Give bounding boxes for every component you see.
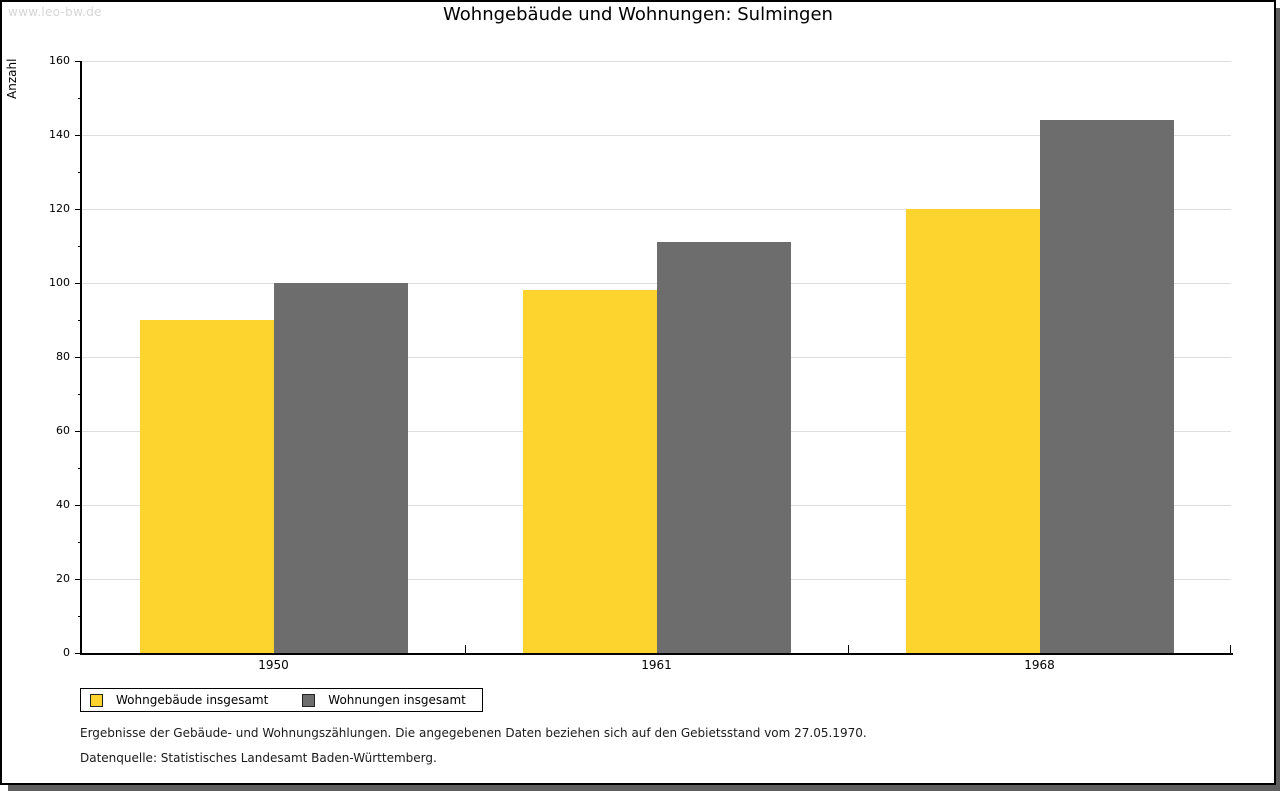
gridline bbox=[82, 283, 1231, 284]
y-tick-major bbox=[75, 431, 82, 432]
legend: Wohngebäude insgesamt Wohnungen insgesamt bbox=[80, 688, 483, 712]
y-tick-label: 160 bbox=[49, 54, 70, 67]
y-tick-minor bbox=[78, 468, 82, 469]
y-tick-minor bbox=[78, 394, 82, 395]
x-tick bbox=[848, 645, 849, 653]
x-tick-label: 1968 bbox=[1024, 658, 1055, 672]
watermark: www.leo-bw.de bbox=[8, 5, 102, 19]
bar-1950-wohngebaeude[interactable] bbox=[140, 320, 274, 653]
y-tick-label: 80 bbox=[56, 350, 70, 363]
x-axis-end-tick bbox=[1230, 645, 1231, 653]
legend-swatch bbox=[302, 693, 316, 707]
legend-item-wohngebaeude[interactable]: Wohngebäude insgesamt bbox=[90, 693, 268, 707]
bar-1968-wohnungen[interactable] bbox=[1040, 120, 1174, 653]
y-tick-label: 60 bbox=[56, 424, 70, 437]
footnote-datenquelle: Datenquelle: Statistisches Landesamt Bad… bbox=[80, 751, 437, 765]
y-tick-major bbox=[75, 209, 82, 210]
legend-label: Wohnungen insgesamt bbox=[328, 693, 466, 707]
legend-label: Wohngebäude insgesamt bbox=[116, 693, 269, 707]
y-tick-minor bbox=[78, 98, 82, 99]
y-tick-minor bbox=[78, 616, 82, 617]
y-tick-major bbox=[75, 61, 82, 62]
window-shadow-right bbox=[1276, 8, 1280, 791]
legend-item-wohnungen[interactable]: Wohnungen insgesamt bbox=[302, 693, 466, 707]
gridline bbox=[82, 209, 1231, 210]
gridline bbox=[82, 61, 1231, 62]
y-tick-label: 20 bbox=[56, 572, 70, 585]
y-axis-label: Anzahl bbox=[5, 58, 19, 99]
x-tick-label: 1961 bbox=[641, 658, 672, 672]
x-tick bbox=[465, 645, 466, 653]
y-tick-major bbox=[75, 135, 82, 136]
bar-1968-wohngebaeude[interactable] bbox=[906, 209, 1040, 653]
plot-area bbox=[82, 61, 1231, 653]
y-tick-label: 0 bbox=[63, 646, 70, 659]
y-axis-line bbox=[80, 61, 82, 655]
window-shadow-bottom bbox=[8, 785, 1280, 791]
legend-swatch bbox=[90, 693, 103, 707]
y-tick-minor bbox=[78, 246, 82, 247]
y-tick-label: 140 bbox=[49, 128, 70, 141]
y-tick-major bbox=[75, 505, 82, 506]
y-tick-major bbox=[75, 357, 82, 358]
y-tick-major bbox=[75, 653, 82, 654]
y-tick-label: 100 bbox=[49, 276, 70, 289]
y-tick-major bbox=[75, 283, 82, 284]
y-tick-major bbox=[75, 579, 82, 580]
bar-1961-wohnungen[interactable] bbox=[657, 242, 791, 653]
y-tick-minor bbox=[78, 542, 82, 543]
bar-1950-wohnungen[interactable] bbox=[274, 283, 408, 653]
bar-1961-wohngebaeude[interactable] bbox=[523, 290, 657, 653]
footnote-gebietsstand: Ergebnisse der Gebäude- und Wohnungszähl… bbox=[80, 726, 867, 740]
y-tick-minor bbox=[78, 172, 82, 173]
y-tick-label: 120 bbox=[49, 202, 70, 215]
y-tick-minor bbox=[78, 320, 82, 321]
y-tick-label: 40 bbox=[56, 498, 70, 511]
x-tick-label: 1950 bbox=[258, 658, 289, 672]
x-axis-line bbox=[80, 653, 1233, 655]
gridline bbox=[82, 135, 1231, 136]
chart-title: Wohngebäude und Wohnungen: Sulmingen bbox=[443, 4, 833, 25]
